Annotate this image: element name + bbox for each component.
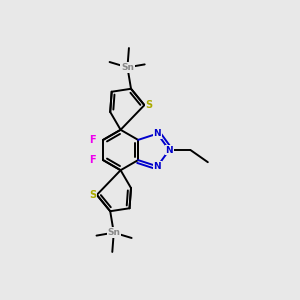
Text: Sn: Sn xyxy=(107,228,120,237)
Text: N: N xyxy=(154,129,161,138)
Text: S: S xyxy=(145,100,152,110)
Text: F: F xyxy=(89,155,96,165)
Text: N: N xyxy=(154,162,161,171)
Text: N: N xyxy=(165,146,173,154)
Text: F: F xyxy=(89,135,96,145)
Text: Sn: Sn xyxy=(121,63,134,72)
Text: S: S xyxy=(89,190,96,200)
